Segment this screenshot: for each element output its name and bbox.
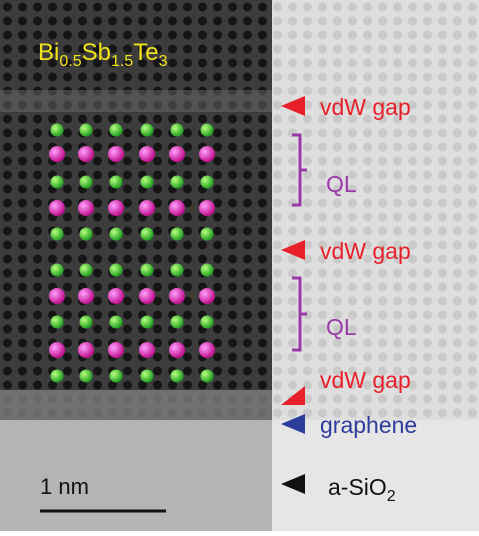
- atom: [110, 264, 123, 277]
- atom: [141, 264, 154, 277]
- micrograph: Bi0.5Sb1.5Te3 vdW gap QL vdW gap QL vdW …: [0, 0, 479, 531]
- atom: [51, 264, 64, 277]
- atom: [51, 228, 64, 241]
- formula: Bi0.5Sb1.5Te3: [38, 39, 168, 70]
- label: graphene: [320, 412, 417, 438]
- atom: [169, 200, 185, 216]
- atom: [51, 370, 64, 383]
- atom: [169, 342, 185, 358]
- label: vdW gap: [320, 367, 411, 393]
- atom: [78, 200, 94, 216]
- atom: [201, 124, 214, 137]
- atom: [110, 370, 123, 383]
- atom: [110, 316, 123, 329]
- atom: [171, 124, 184, 137]
- atom: [171, 264, 184, 277]
- atom: [108, 288, 124, 304]
- atom: [78, 342, 94, 358]
- atom: [169, 146, 185, 162]
- atom: [171, 370, 184, 383]
- atom: [108, 146, 124, 162]
- atom: [171, 316, 184, 329]
- gap-band: [0, 90, 272, 112]
- atom: [80, 264, 93, 277]
- atom: [141, 176, 154, 189]
- atom: [169, 288, 185, 304]
- atom: [201, 176, 214, 189]
- label: QL: [326, 314, 357, 340]
- atom: [139, 200, 155, 216]
- label: QL: [326, 171, 357, 197]
- atom: [201, 228, 214, 241]
- atom: [80, 124, 93, 137]
- atom: [51, 176, 64, 189]
- atom: [108, 342, 124, 358]
- atom: [108, 200, 124, 216]
- atom: [141, 316, 154, 329]
- atom: [201, 264, 214, 277]
- atom: [80, 176, 93, 189]
- atom: [78, 288, 94, 304]
- scale-label: 1 nm: [40, 474, 89, 499]
- atom: [110, 176, 123, 189]
- atom: [141, 370, 154, 383]
- atom: [80, 370, 93, 383]
- atom: [80, 228, 93, 241]
- atom: [49, 342, 65, 358]
- atom: [171, 228, 184, 241]
- atom: [80, 316, 93, 329]
- atom: [110, 124, 123, 137]
- atom: [201, 370, 214, 383]
- atom: [49, 200, 65, 216]
- atom: [78, 146, 94, 162]
- atom: [139, 288, 155, 304]
- atom: [199, 146, 215, 162]
- atom: [51, 124, 64, 137]
- atom: [139, 342, 155, 358]
- atom: [139, 146, 155, 162]
- atom: [199, 288, 215, 304]
- atom: [171, 176, 184, 189]
- atom: [51, 316, 64, 329]
- atom: [49, 146, 65, 162]
- atom: [141, 228, 154, 241]
- atom: [199, 342, 215, 358]
- label: vdW gap: [320, 94, 411, 120]
- atom: [110, 228, 123, 241]
- atom: [199, 200, 215, 216]
- atom: [201, 316, 214, 329]
- atom: [141, 124, 154, 137]
- atom: [49, 288, 65, 304]
- label: vdW gap: [320, 238, 411, 264]
- interface: [0, 390, 272, 420]
